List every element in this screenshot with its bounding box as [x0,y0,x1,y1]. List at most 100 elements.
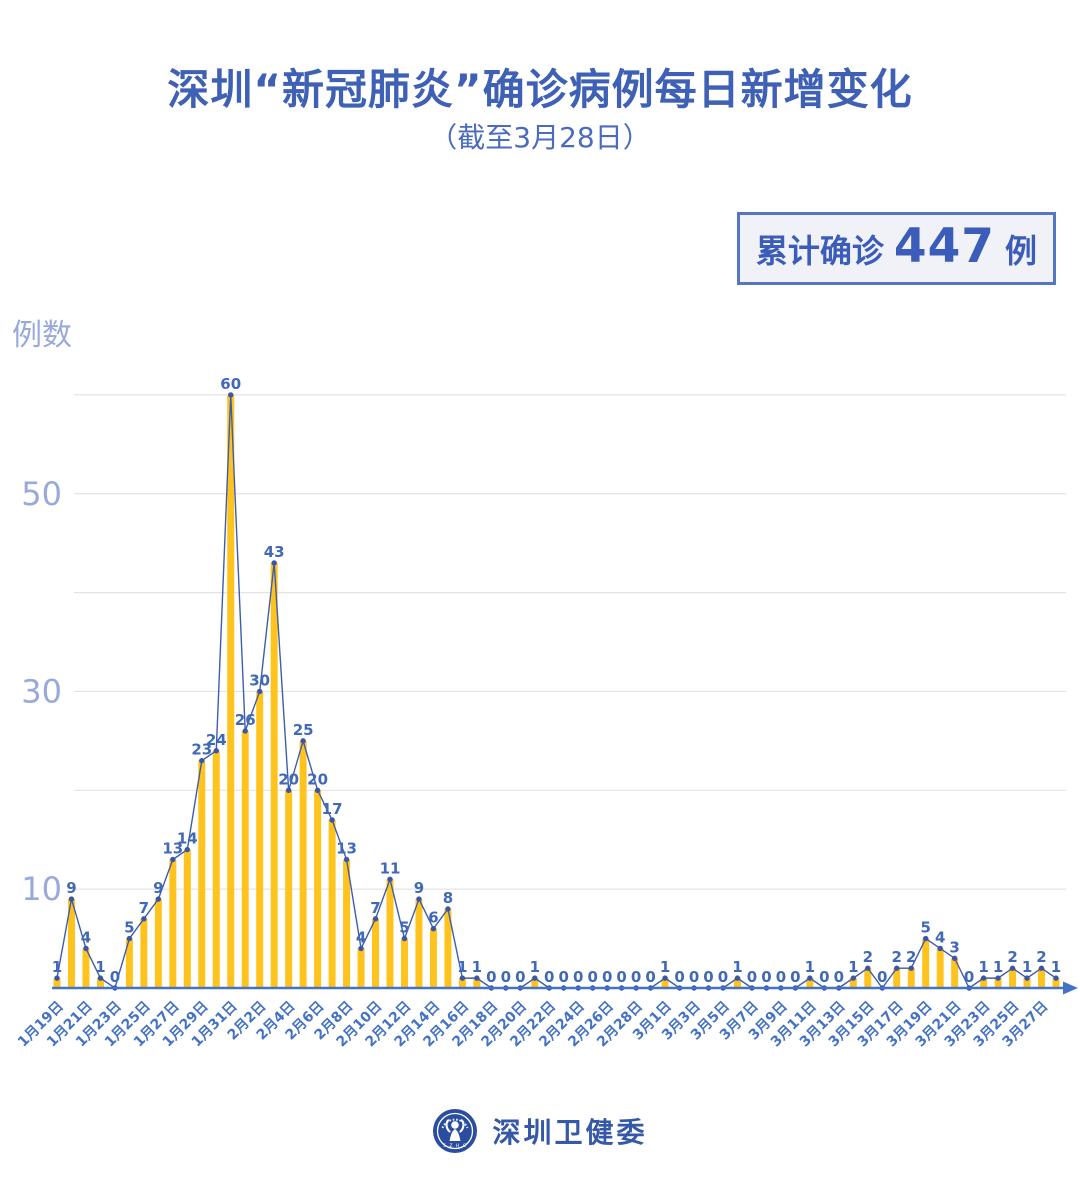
data-point [141,916,147,922]
data-label: 2 [892,948,902,966]
data-point [908,965,914,971]
bar [473,978,481,988]
data-label: 2 [906,948,916,966]
data-label: 2 [1036,948,1046,966]
data-point [126,935,133,942]
data-label: 9 [414,879,424,897]
data-point [329,817,335,823]
page-subtitle: （截至3月28日） [429,121,651,154]
data-point [850,975,857,981]
data-label: 9 [153,879,163,897]
bar [994,978,1002,988]
data-label: 0 [573,968,583,986]
data-label: 1 [530,958,540,976]
data-label: 6 [428,909,438,927]
bar [849,978,857,988]
data-label: 17 [322,800,343,818]
data-point [416,896,422,902]
data-label: 0 [877,968,887,986]
data-label: 1 [660,958,670,976]
bar [198,760,206,988]
x-axis-arrow [1063,981,1078,995]
data-label: 2 [1007,948,1017,966]
data-point [155,896,162,902]
data-label: 0 [501,968,511,986]
data-point [300,738,306,744]
data-label: 20 [278,770,299,788]
data-point [1053,975,1059,981]
data-label: 4 [935,928,945,946]
data-label: 0 [110,968,120,986]
data-label: 0 [689,968,699,986]
bar [96,978,104,988]
data-point [387,876,393,882]
data-label: 0 [964,968,974,986]
data-point [894,965,900,971]
data-label: 0 [515,968,525,986]
data-point [314,787,321,793]
data-point [1024,975,1030,981]
bar [1052,978,1060,988]
data-label: 4 [81,928,91,946]
data-label: 1 [1022,958,1032,976]
data-point [184,846,191,853]
bar [67,899,75,988]
data-label: 30 [249,671,270,689]
data-label: 1 [978,958,988,976]
data-label: 0 [587,968,597,986]
bar [343,859,351,988]
logo-person-head [451,1121,460,1129]
data-point [937,945,943,952]
data-point [980,975,987,981]
bar [183,849,191,988]
data-label: 0 [718,968,728,986]
data-point [170,856,176,863]
bar [125,938,133,988]
data-label: 2 [863,948,873,966]
data-label: 26 [235,711,256,729]
bar [907,968,915,988]
data-point [343,856,350,863]
data-label: 0 [616,968,626,986]
data-label: 24 [206,731,227,749]
data-label: 0 [559,968,569,986]
logo-arc-text [442,1118,469,1129]
data-point [1038,965,1045,971]
bar [444,908,452,988]
bar [256,691,264,988]
bar [140,918,148,988]
bar [400,938,408,988]
data-label: 0 [486,968,496,986]
data-label: 0 [674,968,684,986]
data-point [734,975,741,981]
data-point [54,975,60,981]
data-label: 0 [761,968,771,986]
data-label: 1 [457,958,467,976]
data-label: 1 [52,958,62,976]
org-name: 深圳卫健委 [492,1116,648,1149]
data-label: 3 [949,938,959,956]
bar [980,978,988,988]
data-label: 43 [264,543,285,561]
data-label: 0 [703,968,713,986]
y-tick-label: 30 [21,672,62,710]
data-label: 5 [124,919,134,937]
data-label: 7 [370,899,380,917]
bar [661,978,669,988]
bar [429,928,437,988]
data-label: 20 [307,770,328,788]
data-point [83,945,89,952]
bar [169,859,177,988]
data-point [97,975,104,981]
data-point [807,975,813,981]
data-label: 1 [805,958,815,976]
bar [314,790,322,988]
data-point [662,975,668,981]
data-point [285,787,292,793]
data-label: 0 [776,968,786,986]
data-label: 1 [95,958,105,976]
bar [458,978,466,988]
data-label: 1 [848,958,858,976]
y-tick-label: 10 [21,870,62,908]
